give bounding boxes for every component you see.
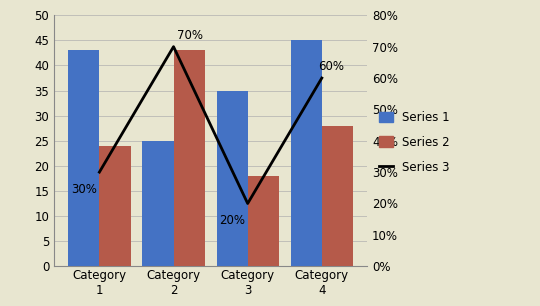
Legend: Series 1, Series 2, Series 3: Series 1, Series 2, Series 3 bbox=[379, 111, 450, 174]
Line: Series 3: Series 3 bbox=[99, 47, 322, 203]
Text: 60%: 60% bbox=[318, 60, 344, 73]
Text: 30%: 30% bbox=[71, 182, 97, 196]
Text: 20%: 20% bbox=[219, 214, 246, 227]
Bar bbox=[291, 40, 322, 266]
Bar bbox=[68, 50, 99, 266]
Bar bbox=[248, 176, 279, 266]
Bar bbox=[143, 141, 173, 266]
Bar bbox=[173, 50, 205, 266]
Series 3 bbox=[170, 45, 177, 49]
Series 3 bbox=[245, 202, 251, 205]
Bar bbox=[322, 126, 353, 266]
Series 3 bbox=[96, 170, 103, 174]
Text: 70%: 70% bbox=[177, 29, 203, 42]
Series 3 bbox=[319, 76, 325, 80]
Bar bbox=[217, 91, 248, 266]
Bar bbox=[99, 146, 131, 266]
